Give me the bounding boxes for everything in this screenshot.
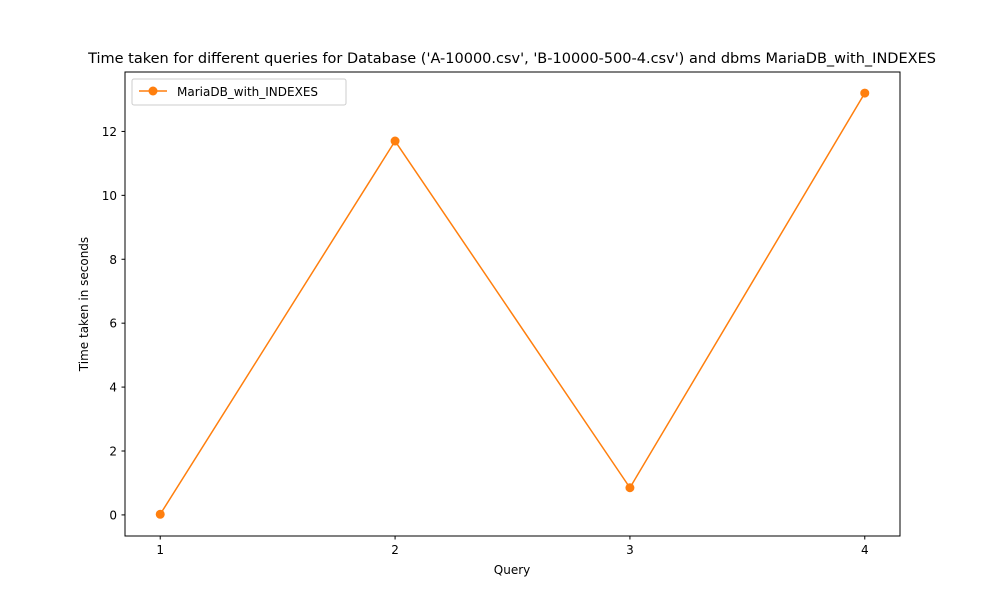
y-tick-label: 12 (102, 125, 117, 139)
y-tick-label: 0 (109, 508, 117, 522)
legend-box (131, 78, 347, 106)
data-point (625, 483, 635, 493)
x-tick-label: 1 (156, 543, 164, 557)
x-axis-label: Query (494, 563, 530, 577)
x-tick-label: 4 (861, 543, 869, 557)
y-ticks: 0 2 4 6 8 10 12 (102, 125, 125, 522)
data-point (155, 509, 165, 519)
chart-title: Time taken for different queries for Dat… (87, 51, 936, 67)
y-tick-label: 6 (109, 317, 117, 331)
data-point (860, 88, 870, 98)
series-line (159, 92, 866, 515)
data-point (390, 136, 400, 146)
plot-frame (124, 71, 901, 537)
legend-label: MariaDB_with_INDEXES (177, 85, 318, 99)
y-axis-label: Time taken in seconds (77, 237, 91, 372)
legend-marker-swatch (148, 86, 158, 96)
x-ticks: 1 2 3 4 (156, 536, 869, 557)
y-tick-label: 8 (109, 253, 117, 267)
y-tick-label: 4 (109, 381, 117, 395)
legend: MariaDB_with_INDEXES (131, 78, 347, 106)
x-tick-label: 3 (626, 543, 634, 557)
x-tick-label: 2 (391, 543, 399, 557)
series-line-group (155, 88, 870, 519)
y-tick-label: 2 (109, 444, 117, 458)
y-tick-label: 10 (102, 189, 117, 203)
